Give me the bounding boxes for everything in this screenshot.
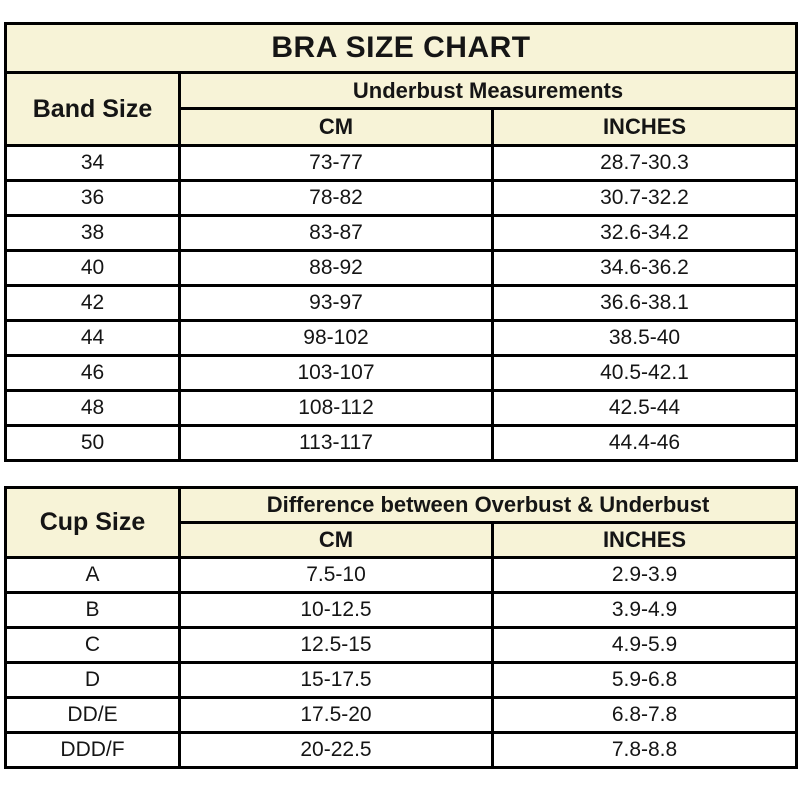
- chart-title: BRA SIZE CHART: [4, 22, 798, 74]
- table-cell: 20-22.5: [178, 731, 494, 769]
- table-cell: 40.5-42.1: [491, 354, 798, 392]
- table-cell: 50: [4, 424, 181, 462]
- table-cell: 6.8-7.8: [490, 696, 799, 734]
- table-cell: 10-12.5: [178, 591, 494, 629]
- cup-size-header: Cup Size: [4, 486, 181, 559]
- table-cell: 42.5-44: [491, 389, 798, 427]
- table-row: 50 113-117 44.4-46: [4, 424, 798, 462]
- band-table-body: 34 73-77 28.7-30.3 36 78-82 30.7-32.2 38 83-87 3…: [4, 144, 798, 462]
- table-cell: 113-117: [178, 424, 494, 462]
- table-cell: 36.6-38.1: [491, 284, 798, 322]
- table-cell: 3.9-4.9: [490, 591, 799, 629]
- table-cell: 17.5-20: [178, 696, 494, 734]
- table-cell: 7.5-10: [178, 556, 494, 594]
- table-row: 34 73-77 28.7-30.3: [4, 144, 798, 182]
- table-cell: 5.9-6.8: [490, 661, 799, 699]
- column-header-row: CM INCHES: [6, 107, 798, 147]
- table-cell: 78-82: [178, 179, 494, 217]
- table-cell: 98-102: [178, 319, 494, 357]
- table-row: 40 88-92 34.6-36.2: [4, 249, 798, 287]
- inches-column-header: INCHES: [491, 107, 798, 147]
- table-cell: 34: [4, 144, 181, 182]
- group-header-row: Cup Size Difference between Overbust & U…: [4, 486, 799, 559]
- table-row: 42 93-97 36.6-38.1: [4, 284, 798, 322]
- table-row: 44 98-102 38.5-40: [4, 319, 798, 357]
- table-cell: 42: [4, 284, 181, 322]
- cm-column-header: CM: [178, 521, 494, 559]
- table-cell: 88-92: [178, 249, 494, 287]
- table-cell: DDD/F: [4, 731, 181, 769]
- underbust-measurements-header: Underbust Measurements: [178, 71, 798, 110]
- table-cell: 34.6-36.2: [491, 249, 798, 287]
- table-cell: 28.7-30.3: [491, 144, 798, 182]
- table-cell: A: [4, 556, 181, 594]
- table-cell: 36: [4, 179, 181, 217]
- band-size-header: Band Size: [4, 71, 181, 147]
- title-row: BRA SIZE CHART: [4, 22, 798, 74]
- table-cell: 7.8-8.8: [490, 731, 799, 769]
- table-row: C 12.5-15 4.9-5.9: [4, 626, 799, 664]
- table-cell: 40: [4, 249, 181, 287]
- table-cell: D: [4, 661, 181, 699]
- table-cell: 46: [4, 354, 181, 392]
- table-cell: 30.7-32.2: [491, 179, 798, 217]
- table-row: A 7.5-10 2.9-3.9: [4, 556, 799, 594]
- table-cell: 44: [4, 319, 181, 357]
- table-cell: 15-17.5: [178, 661, 494, 699]
- table-cell: 38.5-40: [491, 319, 798, 357]
- table-row: D 15-17.5 5.9-6.8: [4, 661, 799, 699]
- table-row: 38 83-87 32.6-34.2: [4, 214, 798, 252]
- table-cell: 93-97: [178, 284, 494, 322]
- table-cell: 44.4-46: [491, 424, 798, 462]
- difference-overbust-underbust-header: Difference between Overbust & Underbust: [177, 486, 799, 524]
- table-row: B 10-12.5 3.9-4.9: [4, 591, 799, 629]
- cup-table-header: Cup Size Difference between Overbust & U…: [4, 486, 799, 559]
- table-cell: 83-87: [178, 214, 494, 252]
- inches-column-header: INCHES: [490, 521, 799, 559]
- table-cell: 2.9-3.9: [490, 556, 799, 594]
- table-cell: C: [4, 626, 181, 664]
- band-size-table: BRA SIZE CHART Band Size Underbust Measu…: [4, 22, 798, 462]
- table-cell: 103-107: [178, 354, 494, 392]
- table-row: DDD/F 20-22.5 7.8-8.8: [4, 731, 799, 769]
- table-cell: DD/E: [4, 696, 181, 734]
- cup-table-body: A 7.5-10 2.9-3.9 B 10-12.5 3.9-4.9 C 12.5-15 4.9…: [4, 556, 799, 769]
- table-row: DD/E 17.5-20 6.8-7.8: [4, 696, 799, 734]
- group-header-row: Band Size Underbust Measurements: [4, 71, 798, 147]
- table-row: 48 108-112 42.5-44: [4, 389, 798, 427]
- band-table-header: BRA SIZE CHART Band Size Underbust Measu…: [4, 22, 798, 147]
- table-row: 36 78-82 30.7-32.2: [4, 179, 798, 217]
- table-cell: 4.9-5.9: [490, 626, 799, 664]
- table-cell: 108-112: [178, 389, 494, 427]
- table-cell: 73-77: [178, 144, 494, 182]
- cm-column-header: CM: [178, 107, 494, 147]
- column-header-row: CM INCHES: [6, 521, 799, 559]
- table-cell: B: [4, 591, 181, 629]
- table-cell: 32.6-34.2: [491, 214, 798, 252]
- table-cell: 38: [4, 214, 181, 252]
- table-cell: 12.5-15: [178, 626, 494, 664]
- table-row: 46 103-107 40.5-42.1: [4, 354, 798, 392]
- cup-size-table: Cup Size Difference between Overbust & U…: [4, 486, 799, 769]
- table-cell: 48: [4, 389, 181, 427]
